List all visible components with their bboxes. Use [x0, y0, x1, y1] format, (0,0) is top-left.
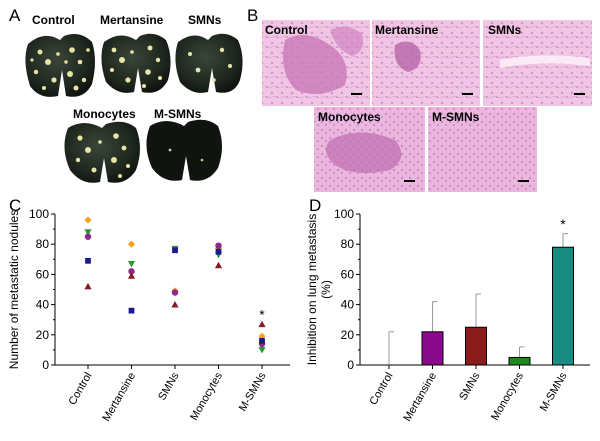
y-tick-label: 40: [341, 298, 355, 312]
bar-chart: 0 20 40 60 80 100 Control Mertansine SMNs Monocyt…: [305, 207, 590, 424]
lung-label-smns: SMNs: [188, 13, 222, 27]
histology-images: [262, 20, 592, 192]
y-tick-label: 0: [347, 358, 354, 372]
panel-b-letter: B: [247, 6, 259, 25]
bar: [421, 331, 444, 366]
y-tick-label: 100: [334, 207, 354, 221]
data-point-circle: [128, 268, 135, 275]
panel-a-letter: A: [9, 6, 21, 25]
y-tick-label: 20: [341, 328, 355, 342]
bar: [508, 356, 531, 366]
histo-label-smns: SMNs: [488, 23, 522, 37]
data-point-up-triangle: [214, 261, 223, 269]
y-tick-label: 60: [36, 267, 50, 281]
y-tick-label: 20: [36, 328, 50, 342]
x-tick-label: M-SMNs: [538, 370, 570, 413]
data-point-square: [128, 307, 135, 314]
lung-image-msmns: [146, 119, 222, 181]
histo-label-control: Control: [265, 23, 308, 37]
data-point-circle: [84, 233, 92, 240]
lung-image-mertansine: [101, 33, 171, 93]
histo-image-mertansine: [372, 20, 480, 106]
y-axis-label-line1: Inhibition on lung metastasis: [305, 214, 319, 365]
panel-c-letter: C: [9, 196, 22, 215]
histo-label-monocytes: Monocytes: [318, 110, 381, 124]
data-point-down-triangle: [84, 229, 92, 236]
data-point-circle: [215, 242, 222, 249]
histo-image-control: [262, 20, 370, 106]
data-point-up-triangle: [258, 320, 266, 328]
data-point-square: [85, 257, 91, 264]
data-point-down-triangle: [127, 260, 136, 268]
x-tick-label: Control: [367, 371, 395, 408]
y-tick-label: 100: [29, 207, 49, 221]
data-point-circle: [171, 289, 179, 296]
y-axis-label: Number of metastatic nodules: [7, 210, 21, 369]
panel-d-letter: D: [309, 196, 322, 215]
lung-label-msmns: M-SMNs: [154, 107, 202, 121]
data-point-square: [259, 337, 265, 344]
y-tick-label: 0: [42, 358, 49, 372]
data-point-diamond: [127, 240, 136, 248]
significance-asterisk: *: [259, 307, 265, 323]
x-tick-label: Mertansine: [100, 371, 138, 424]
y-tick-label: 80: [341, 237, 355, 251]
y-tick-label: 60: [341, 267, 355, 281]
y-axis-label-line2: (%): [319, 280, 333, 299]
bar: [552, 246, 574, 366]
histo-image-monocytes: [314, 107, 425, 192]
x-tick-label: Monocytes: [489, 370, 526, 422]
y-tick-label: 40: [36, 298, 50, 312]
x-tick-label: SMNs: [457, 370, 483, 402]
lung-label-monocytes: Monocytes: [73, 107, 136, 121]
lung-image-control: [25, 34, 95, 97]
lung-photos: [25, 33, 243, 183]
data-point-diamond: [84, 216, 92, 224]
x-tick-label: Control: [66, 371, 94, 408]
data-point-up-triangle: [84, 282, 92, 290]
data-point-square: [215, 248, 222, 255]
x-tick-label: M-SMNs: [237, 370, 269, 413]
significance-asterisk: *: [560, 216, 566, 232]
x-tick-label: Mertansine: [401, 371, 439, 424]
data-point-up-triangle: [127, 272, 136, 279]
data-point-down-triangle: [258, 347, 266, 354]
scatter-chart: 0 20 40 60 80 100 Control Mertansine SMNs Monocyt…: [7, 207, 290, 424]
lung-label-control: Control: [32, 13, 75, 27]
histo-label-msmns: M-SMNs: [432, 110, 480, 124]
data-point-up-triangle: [171, 301, 179, 308]
data-point-square: [172, 247, 178, 254]
lung-image-smns: [175, 33, 243, 93]
histo-image-msmns: [428, 107, 537, 192]
x-tick-label: Monocytes: [188, 370, 225, 422]
lung-label-mertansine: Mertansine: [100, 13, 164, 27]
lung-image-monocytes: [64, 121, 140, 183]
histo-image-smns: [483, 20, 592, 106]
y-tick-label: 80: [36, 237, 50, 251]
histo-label-mertansine: Mertansine: [375, 23, 439, 37]
x-tick-label: SMNs: [156, 370, 182, 402]
bar: [465, 326, 487, 366]
